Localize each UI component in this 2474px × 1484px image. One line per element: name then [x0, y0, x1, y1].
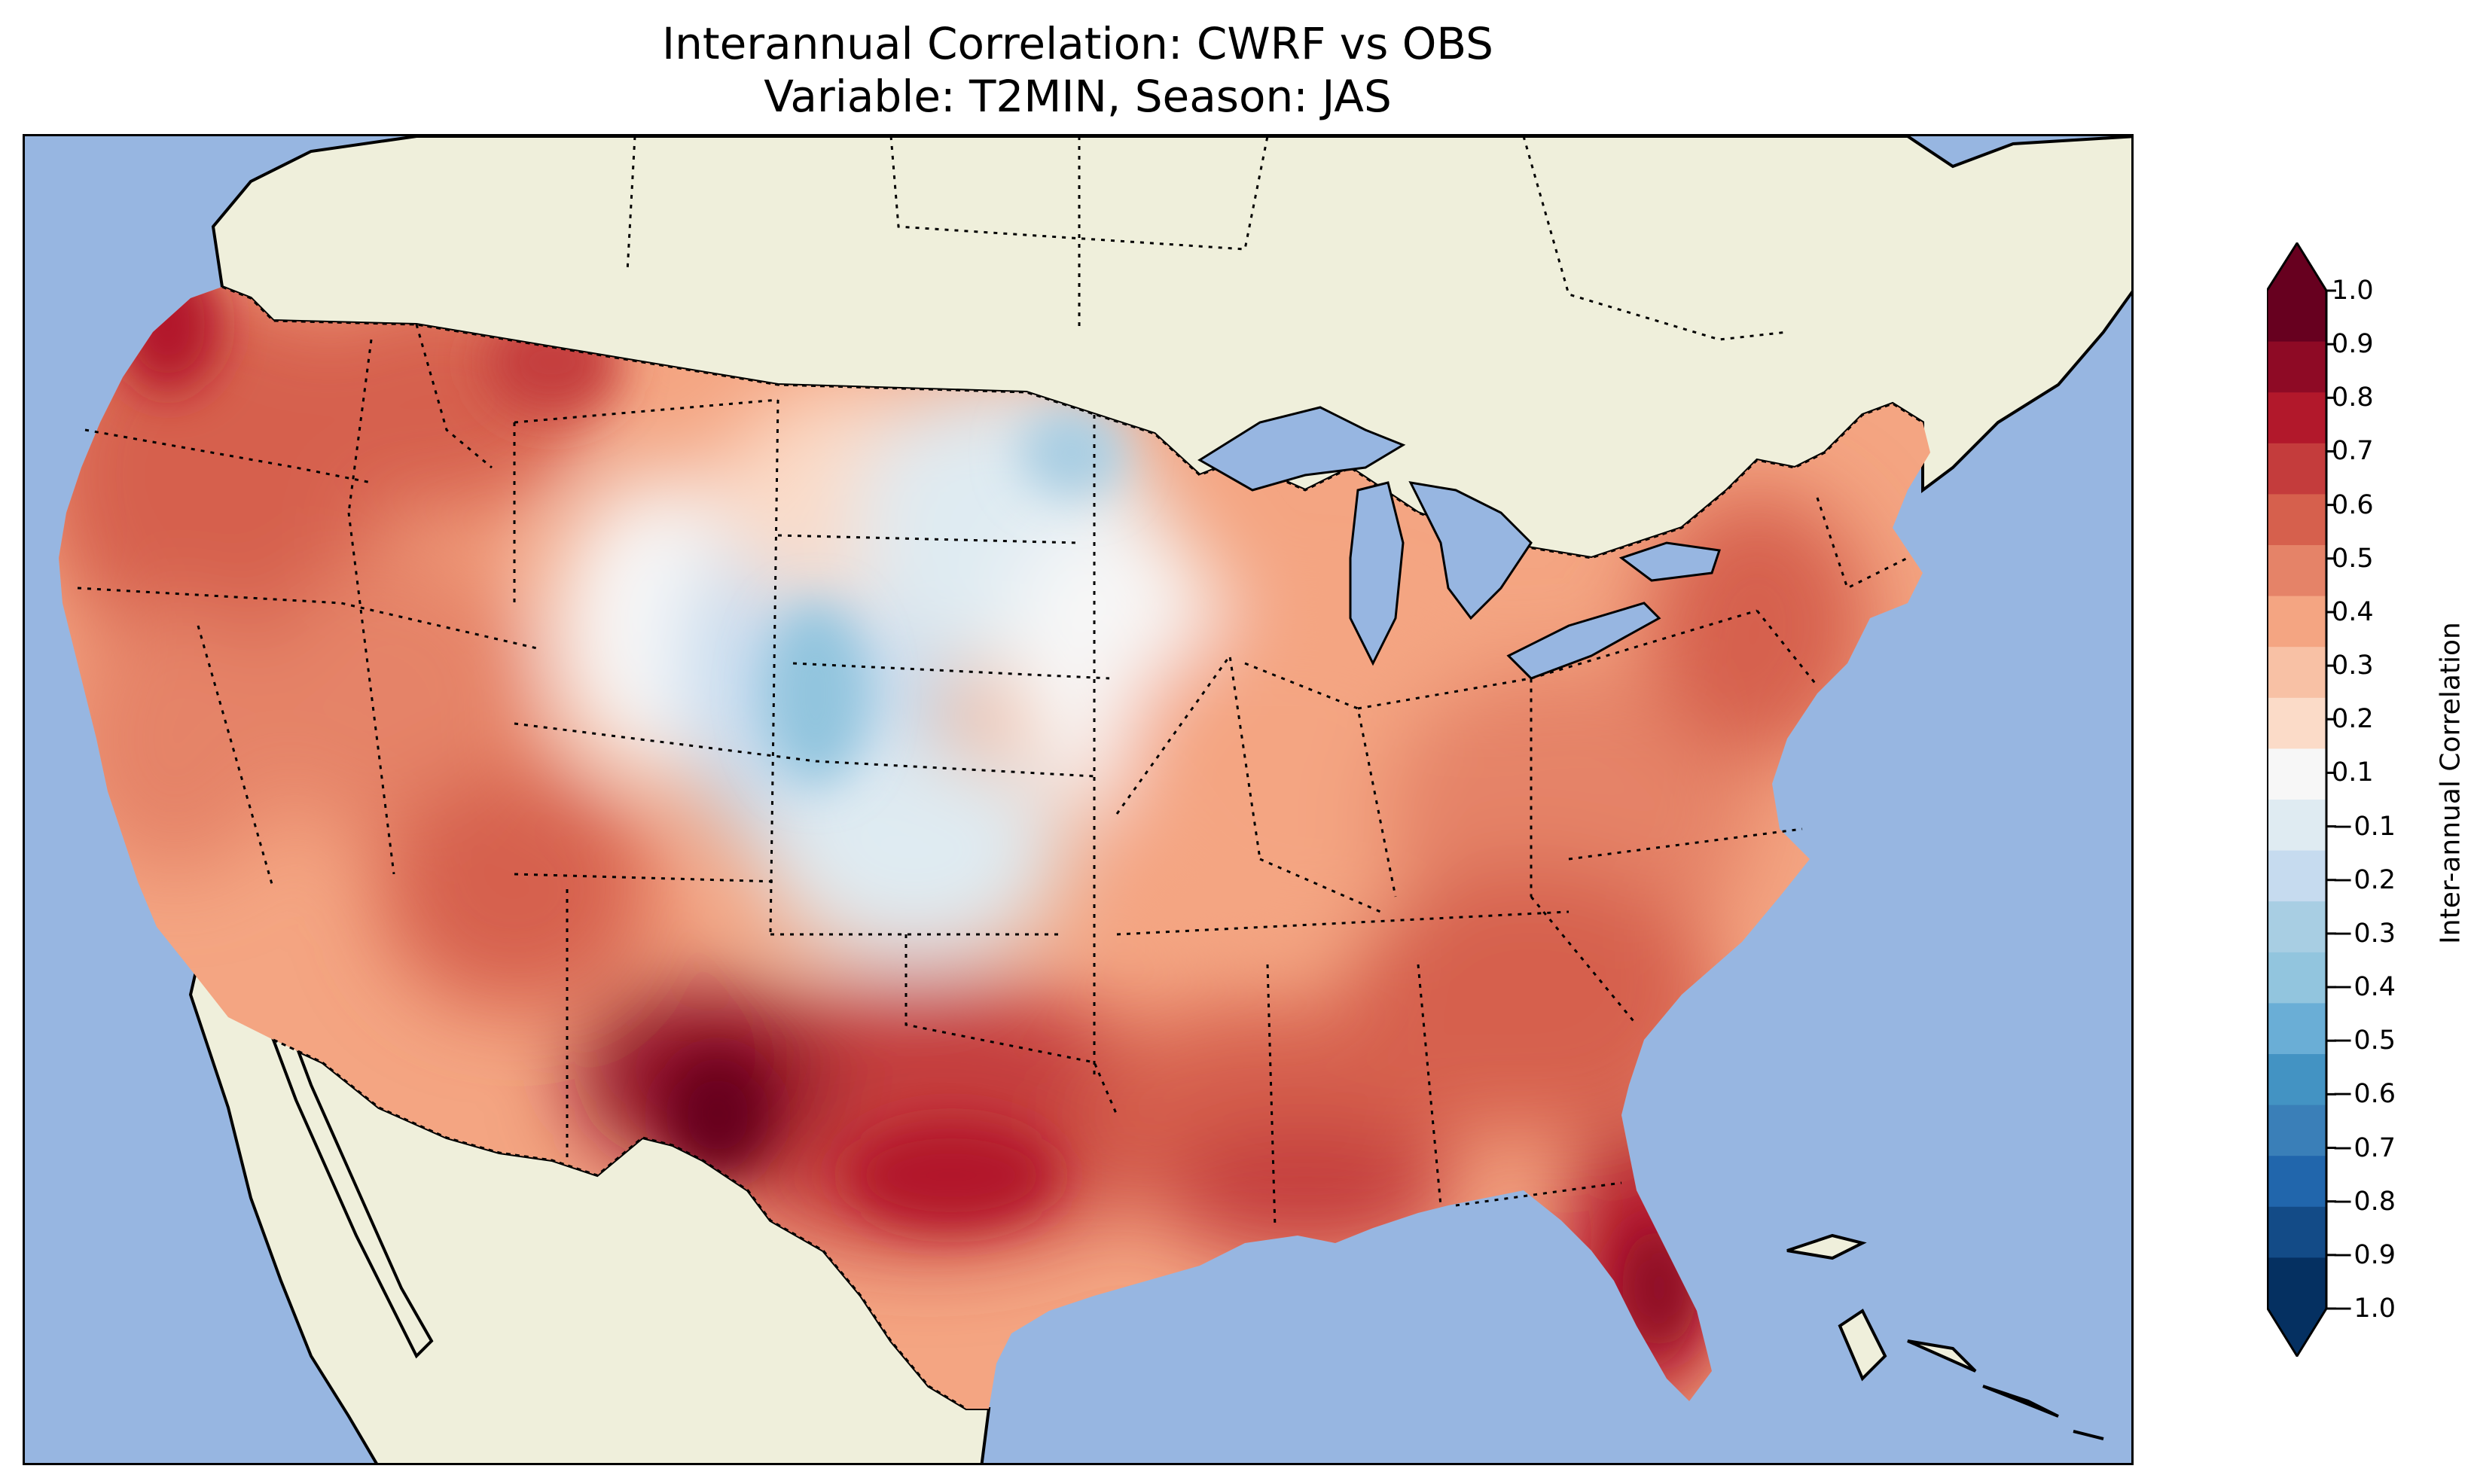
colorbar-tick-label: 0.1	[2332, 757, 2374, 788]
colorbar-segment	[2267, 952, 2327, 1004]
colorbar-segment	[2267, 291, 2327, 343]
correlation-field	[59, 287, 1930, 1409]
colorbar-segment	[2267, 1105, 2327, 1156]
colorbar-tick-label: −0.5	[2332, 1025, 2396, 1056]
state-borders	[77, 324, 1908, 1229]
colorbar-segment	[2267, 341, 2327, 393]
colorbar-segment	[2267, 1206, 2327, 1258]
colorbar-segment	[2267, 1003, 2327, 1055]
colorbar-tick-label: 1.0	[2332, 276, 2374, 306]
colorbar-segment	[2267, 596, 2327, 648]
colorbar-segment	[2267, 1156, 2327, 1208]
colorbar-tick-label: 0.4	[2332, 596, 2374, 627]
colorbar-segment	[2267, 494, 2327, 546]
colorbar-tick-label: 0.3	[2332, 651, 2374, 681]
map-frame	[23, 134, 2134, 1465]
caribbean-islands	[1786, 1233, 2104, 1440]
province-border	[1522, 136, 1788, 341]
colorbar-label: Inter-annual Correlation	[2435, 622, 2466, 944]
colorbar-tick-label: −0.4	[2332, 972, 2396, 1003]
mexico-border	[273, 1038, 967, 1410]
colorbar-tick-label: 0.8	[2332, 382, 2374, 413]
colorbar-segment	[2267, 545, 2327, 597]
colorbar-extend-max	[2267, 242, 2327, 291]
colorbar-tick-label: −0.1	[2332, 811, 2396, 842]
correlation-map	[25, 136, 2131, 1463]
colorbar-segment	[2267, 901, 2327, 953]
colorbar-tick-label: −0.8	[2332, 1186, 2396, 1217]
colorbar-segment	[2267, 392, 2327, 444]
province-border	[626, 136, 636, 273]
colorbar-tick-label: −0.2	[2332, 864, 2396, 895]
colorbar-tick-label: −0.9	[2332, 1239, 2396, 1270]
colorbar-tick-label: 0.7	[2332, 436, 2374, 467]
colorbar-segment	[2267, 443, 2327, 495]
chart-title: Interannual Correlation: CWRF vs OBS	[661, 18, 1493, 69]
colorbar-tick-label: −0.7	[2332, 1132, 2396, 1163]
baja-peninsula	[272, 979, 434, 1359]
colorbar-segment	[2267, 697, 2327, 749]
colorbar-tick-label: −0.3	[2332, 918, 2396, 949]
colorbar-segment	[2267, 1054, 2327, 1106]
colorbar-segment	[2267, 800, 2327, 852]
colorbar-segment	[2267, 647, 2327, 699]
colorbar-tick-label: 0.9	[2332, 329, 2374, 360]
colorbar-segment	[2267, 1257, 2327, 1309]
colorbar	[2267, 242, 2336, 1357]
colorbar-tick-label: 0.2	[2332, 704, 2374, 735]
colorbar-extend-min	[2267, 1309, 2327, 1357]
colorbar-tick-label: 0.5	[2332, 543, 2374, 574]
colorbar-tick-label: −1.0	[2332, 1294, 2396, 1324]
chart-subtitle: Variable: T2MIN, Season: JAS	[764, 71, 1392, 122]
colorbar-segment	[2267, 748, 2327, 800]
colorbar-segment	[2267, 850, 2327, 902]
colorbar-tick-label: −0.6	[2332, 1079, 2396, 1110]
great-lakes	[1197, 406, 1721, 680]
colorbar-tick-label: 0.6	[2332, 489, 2374, 520]
